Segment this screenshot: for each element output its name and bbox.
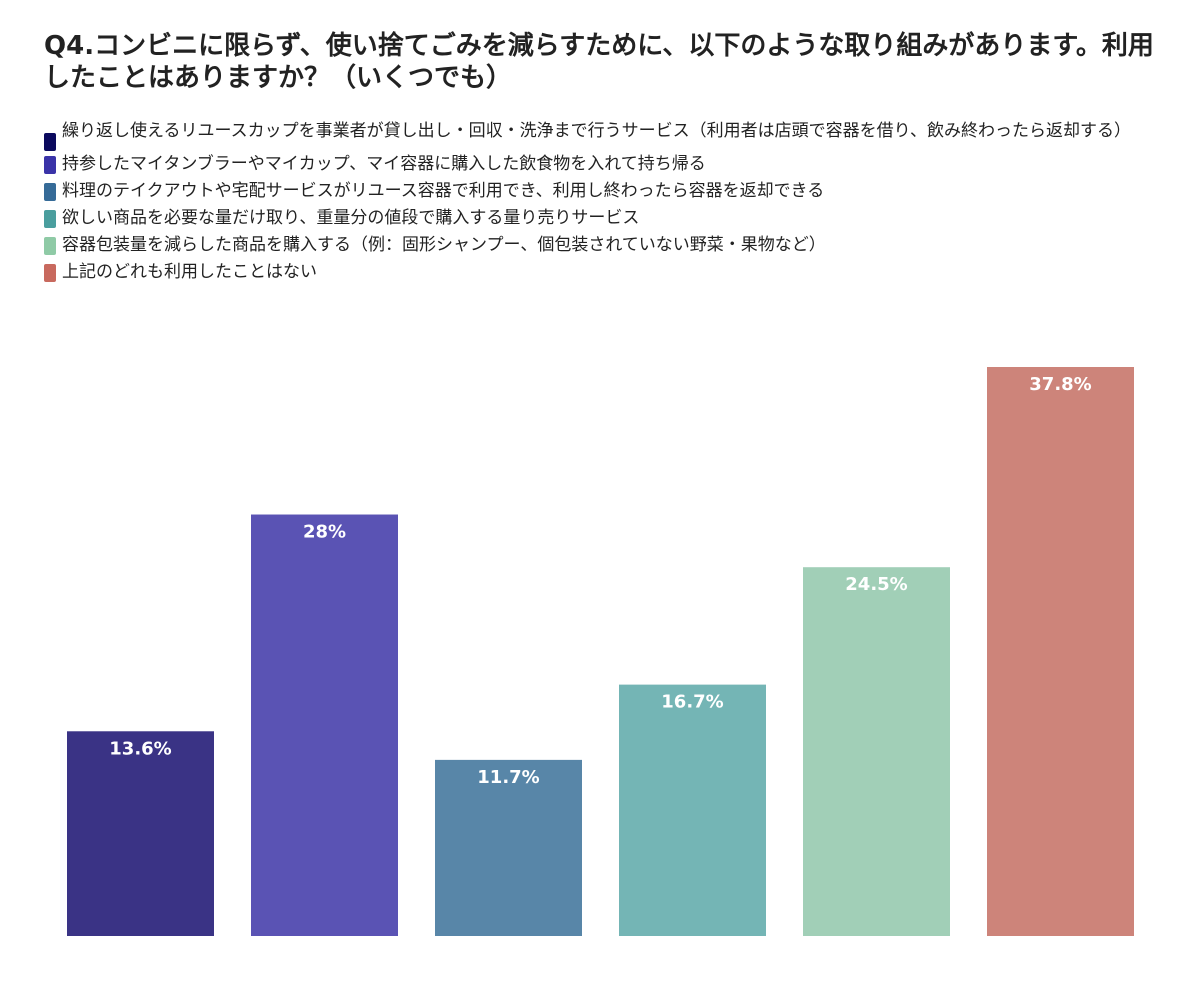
legend-item-none: 上記のどれも利用したことはない <box>44 259 1144 286</box>
legend-label: 上記のどれも利用したことはない <box>62 262 317 282</box>
bar-value-label-1: 13.6% <box>109 738 171 759</box>
bar-value-label-3: 11.7% <box>477 767 539 788</box>
legend-item-reuse-container-takeout: 料理のテイクアウトや宅配サービスがリユース容器で利用でき、利用し終わったら容器を… <box>44 178 1144 205</box>
legend-label: 繰り返し使えるリユースカップを事業者が貸し出し・回収・洗浄まで行うサービス（利用… <box>62 121 1131 141</box>
legend-item-my-tumbler: 持参したマイタンブラーやマイカップ、マイ容器に購入した飲食物を入れて持ち帰る <box>44 151 1144 178</box>
legend-swatch <box>44 183 56 201</box>
legend-item-reuse-cup: 繰り返し使えるリユースカップを事業者が貸し出し・回収・洗浄まで行うサービス（利用… <box>44 118 1144 151</box>
bar-6 <box>987 367 1134 936</box>
bar-value-label-4: 16.7% <box>661 692 723 713</box>
bar-value-label-6: 37.8% <box>1029 374 1091 395</box>
bar-1 <box>67 731 214 936</box>
bar-2 <box>251 514 398 936</box>
legend-label: 料理のテイクアウトや宅配サービスがリユース容器で利用でき、利用し終わったら容器を… <box>62 181 825 201</box>
legend-label: 容器包装量を減らした商品を購入する（例：固形シャンプー、個包装されていない野菜・… <box>62 235 826 255</box>
legend-swatch <box>44 210 56 228</box>
legend-label: 持参したマイタンブラーやマイカップ、マイ容器に購入した飲食物を入れて持ち帰る <box>62 154 706 174</box>
bar-5 <box>803 567 950 936</box>
legend-label: 欲しい商品を必要な量だけ取り、重量分の値段で購入する量り売りサービス <box>62 208 640 228</box>
bar-3 <box>435 759 582 936</box>
bar-value-label-2: 28% <box>303 522 346 543</box>
chart-title: Q4.コンビニに限らず、使い捨てごみを減らすために、以下のような取り組みがありま… <box>44 31 1154 93</box>
legend-swatch <box>44 133 56 151</box>
legend-item-bulk-sales: 欲しい商品を必要な量だけ取り、重量分の値段で購入する量り売りサービス <box>44 205 1144 232</box>
legend-swatch <box>44 237 56 255</box>
bar-4 <box>619 684 766 936</box>
legend-item-reduced-packaging: 容器包装量を減らした商品を購入する（例：固形シャンプー、個包装されていない野菜・… <box>44 232 1144 259</box>
legend-swatch <box>44 156 56 174</box>
legend-swatch <box>44 264 56 282</box>
bar-value-label-5: 24.5% <box>845 574 907 595</box>
legend: 繰り返し使えるリユースカップを事業者が貸し出し・回収・洗浄まで行うサービス（利用… <box>44 118 1144 286</box>
